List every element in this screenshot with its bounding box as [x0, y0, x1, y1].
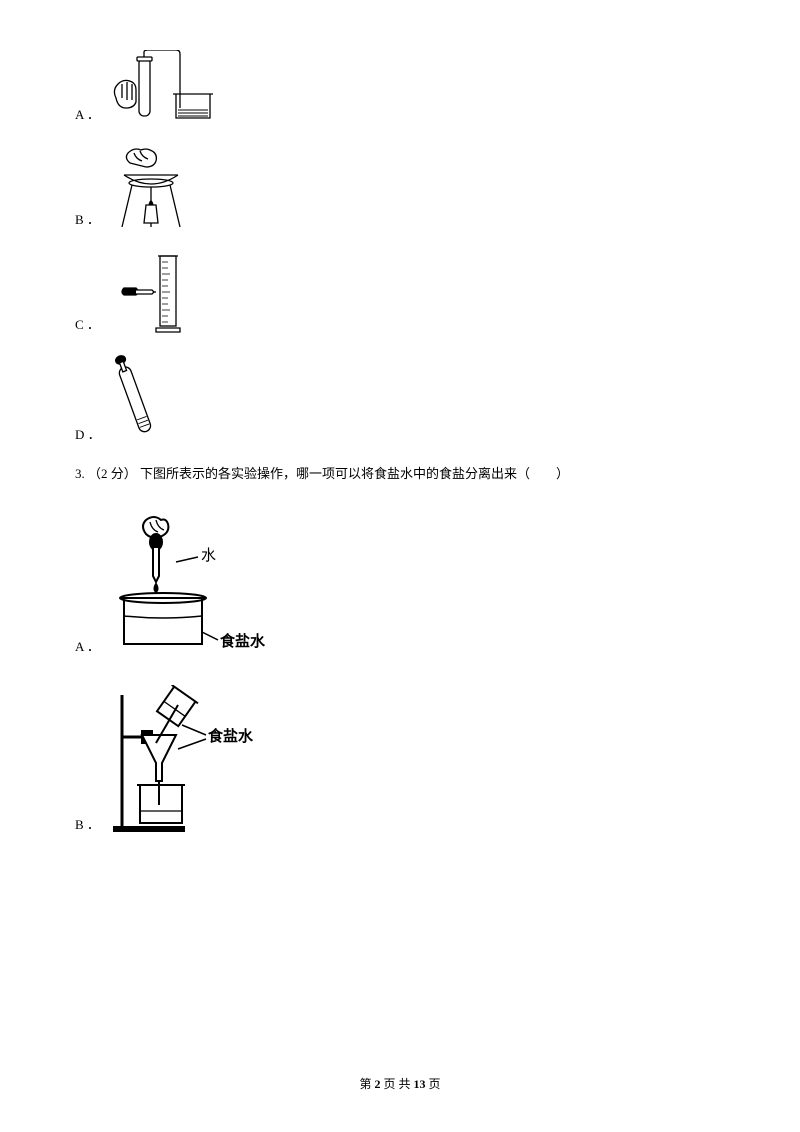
- q3-option-b: B ．: [75, 685, 725, 835]
- q2-option-d: D ．: [75, 355, 725, 445]
- diagram-q3-a: 水 食盐水: [106, 512, 271, 657]
- option-label-c: C ．: [75, 314, 100, 335]
- q3-option-label-a: A ．: [75, 636, 100, 657]
- option-label-d: D ．: [75, 424, 101, 445]
- q2-option-c: C ．: [75, 250, 725, 335]
- q2-option-a: A ．: [75, 50, 725, 125]
- q3-option-a: A ．: [75, 512, 725, 657]
- label-saltwater-b: 食盐水: [208, 727, 254, 745]
- label-water: 水: [201, 547, 216, 564]
- q3-option-label-b: B ．: [75, 814, 100, 835]
- option-label-a: A ．: [75, 104, 100, 125]
- footer-total: 13: [414, 1077, 426, 1091]
- footer-prefix: 第: [359, 1077, 374, 1091]
- diagram-q2-a: [106, 50, 226, 125]
- diagram-q2-d: [107, 355, 177, 445]
- question-3: 3. （2 分） 下图所表示的各实验操作，哪一项可以将食盐水中的食盐分离出来（ …: [75, 463, 725, 482]
- option-label-b: B ．: [75, 209, 100, 230]
- q3-points: （2 分）: [88, 466, 137, 481]
- page-footer: 第 2 页 共 13 页: [0, 1075, 800, 1092]
- label-saltwater-a: 食盐水: [220, 632, 266, 650]
- q3-text: 下图所表示的各实验操作，哪一项可以将食盐水中的食盐分离出来（ ）: [140, 466, 569, 481]
- q2-option-b: B ．: [75, 145, 725, 230]
- diagram-q2-c: [106, 250, 196, 335]
- footer-suffix: 页: [426, 1077, 441, 1091]
- diagram-q3-b: 食盐水: [106, 685, 276, 835]
- footer-mid: 页 共: [380, 1077, 413, 1091]
- diagram-q2-b: [106, 145, 201, 230]
- q3-number: 3.: [75, 466, 85, 481]
